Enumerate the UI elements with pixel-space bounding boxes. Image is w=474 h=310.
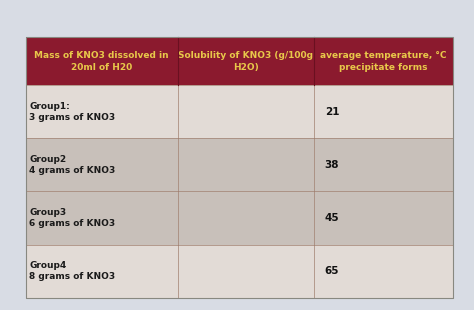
Text: average temperature, °C
precipitate forms: average temperature, °C precipitate form…	[320, 51, 447, 72]
Text: Group2
4 grams of KNO3: Group2 4 grams of KNO3	[29, 155, 116, 175]
Bar	[26, 37, 453, 85]
Text: Group3
6 grams of KNO3: Group3 6 grams of KNO3	[29, 208, 116, 228]
Bar	[26, 245, 453, 298]
Text: Mass of KNO3 dissolved in
20ml of H20: Mass of KNO3 dissolved in 20ml of H20	[35, 51, 169, 72]
Text: 38: 38	[325, 160, 339, 170]
Bar	[26, 37, 453, 298]
Bar	[26, 85, 453, 139]
Bar	[26, 192, 453, 245]
Bar	[26, 139, 453, 192]
Text: 45: 45	[325, 213, 339, 223]
Text: Group4
8 grams of KNO3: Group4 8 grams of KNO3	[29, 261, 116, 281]
Text: 21: 21	[325, 107, 339, 117]
Text: Solubility of KNO3 (g/100g
H2O): Solubility of KNO3 (g/100g H2O)	[178, 51, 313, 72]
Text: Group1:
3 grams of KNO3: Group1: 3 grams of KNO3	[29, 102, 116, 122]
Text: 65: 65	[325, 266, 339, 276]
